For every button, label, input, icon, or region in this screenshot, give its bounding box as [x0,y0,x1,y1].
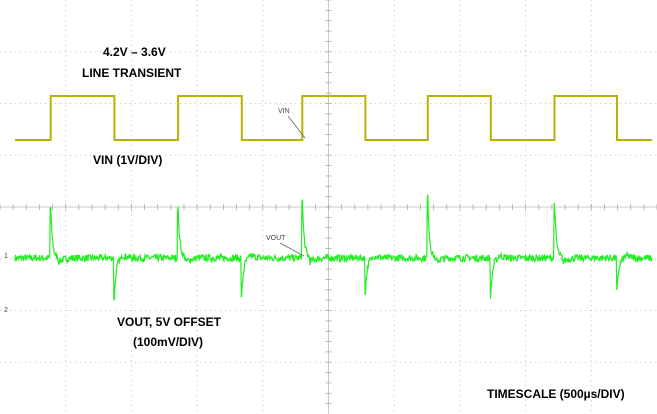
vin-trace-label: VIN [278,108,306,139]
vin-scale-label: VIN (1V/DIV) [93,153,163,167]
ch2-marker: 2 [4,307,8,314]
svg-text:VOUT: VOUT [266,235,286,242]
vout-label-line2: (100mV/DIV) [133,335,204,349]
ch1-marker: 1 [4,253,8,260]
channel-markers: 1 2 [4,253,8,314]
vin-trace [15,95,652,141]
timescale-label: TIMESCALE (500µs/DIV) [487,387,625,401]
vout-trace-label: VOUT [266,235,305,257]
svg-text:VIN: VIN [278,108,290,115]
chart-subtitle: LINE TRANSIENT [82,66,182,80]
vout-label-line1: VOUT, 5V OFFSET [117,315,222,329]
chart-title: 4.2V – 3.6V [103,45,166,59]
vout-trace [14,194,653,301]
